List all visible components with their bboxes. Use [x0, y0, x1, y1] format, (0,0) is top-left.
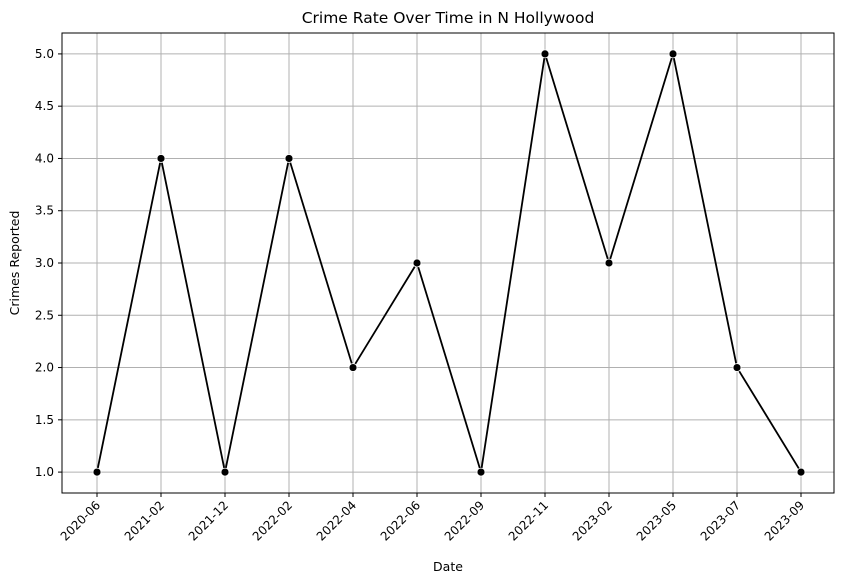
grid [62, 33, 834, 493]
x-tick-label: 2021-12 [186, 498, 231, 543]
axes: 1.0 1.5 2.0 2.5 3.0 3.5 4.0 4.5 5.0 2020-06 2021-0… [35, 47, 807, 544]
chart-title: Crime Rate Over Time in N Hollywood [302, 9, 595, 27]
x-tick-label: 2022-06 [378, 498, 423, 543]
y-axis-label: Crimes Reported [7, 211, 22, 316]
data-point [476, 467, 486, 477]
y-tick-label: 3.0 [35, 256, 54, 270]
plot-frame [61, 32, 835, 494]
x-tick-label: 2022-11 [506, 498, 551, 543]
series [92, 49, 806, 477]
data-point [284, 154, 294, 163]
x-tick-label: 2023-05 [634, 498, 679, 543]
data-point [220, 467, 230, 477]
y-tick-label: 1.5 [35, 413, 54, 427]
x-tick-label: 2022-04 [314, 498, 359, 543]
data-point [412, 258, 422, 268]
x-tick-label: 2020-06 [58, 498, 103, 543]
data-point [156, 154, 166, 163]
x-tick-label: 2023-07 [698, 498, 743, 543]
data-point [732, 363, 742, 372]
data-point [668, 49, 678, 59]
y-tick-label: 4.0 [35, 151, 54, 165]
x-tick-label: 2022-02 [250, 498, 295, 543]
x-tick-label: 2023-09 [762, 498, 807, 543]
y-tick-label: 1.0 [35, 465, 54, 479]
y-tick-label: 3.5 [35, 204, 54, 218]
x-tick-label: 2021-02 [122, 498, 167, 543]
data-point [348, 363, 358, 372]
data-point [92, 467, 102, 477]
data-point [604, 258, 614, 268]
y-tick-label: 5.0 [35, 47, 54, 61]
y-tick-label: 2.0 [35, 361, 54, 375]
y-tick-label: 4.5 [35, 99, 54, 113]
x-tick-label: 2023-02 [570, 498, 615, 543]
x-axis-label: Date [433, 559, 463, 574]
data-point [796, 467, 806, 477]
y-tick-label: 2.5 [35, 308, 54, 322]
x-tick-label: 2022-09 [442, 498, 487, 543]
data-point [540, 49, 550, 59]
series-line [96, 53, 802, 473]
